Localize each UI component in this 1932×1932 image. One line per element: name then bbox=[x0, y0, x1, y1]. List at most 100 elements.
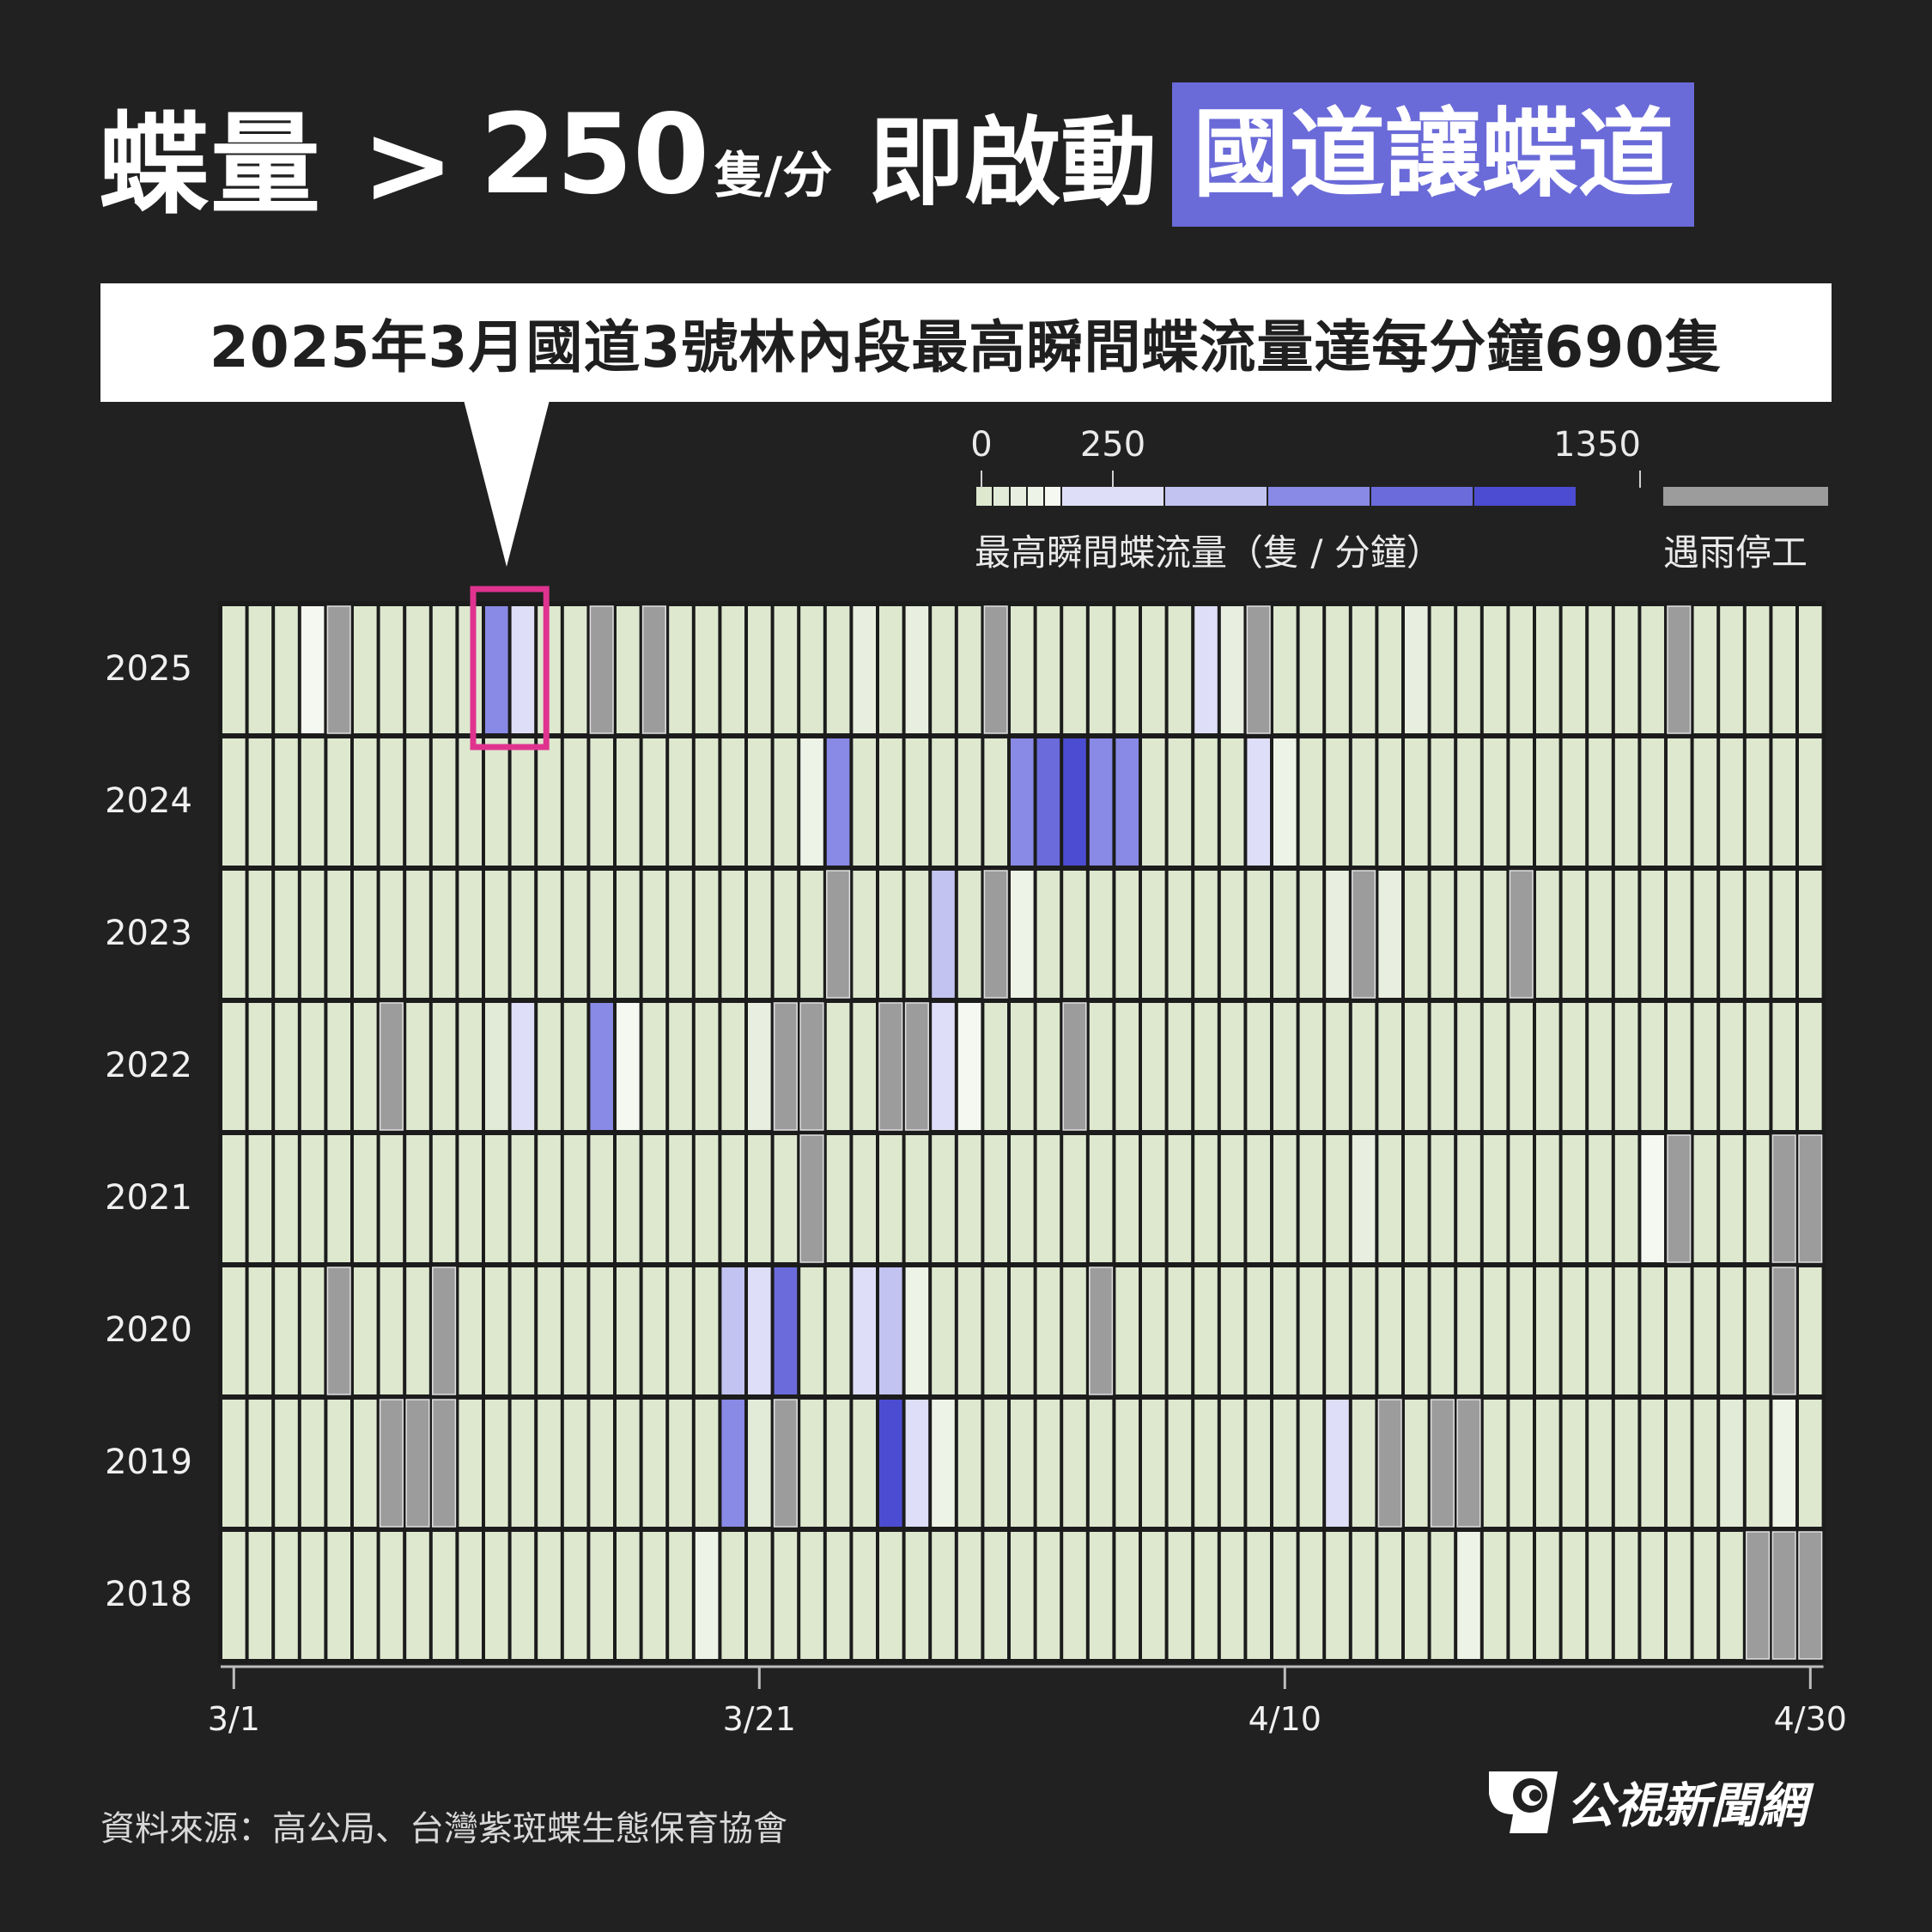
legend-swatch bbox=[993, 487, 1009, 506]
heatmap-cell bbox=[406, 1532, 429, 1659]
heatmap-cell bbox=[1352, 1532, 1376, 1659]
heatmap-cell bbox=[1668, 871, 1691, 998]
heatmap-cell bbox=[905, 738, 929, 866]
heatmap-cell bbox=[222, 606, 246, 733]
heatmap-cell bbox=[1405, 1267, 1428, 1394]
heatmap-cell bbox=[1510, 1400, 1533, 1527]
heatmap-cell bbox=[1326, 1135, 1349, 1262]
heatmap-cell bbox=[1299, 871, 1323, 998]
legend-swatch bbox=[1028, 487, 1043, 506]
heatmap-cell bbox=[669, 871, 692, 998]
brand-logo: 公視新聞網 bbox=[1484, 1767, 1807, 1837]
y-tick-label: 2020 bbox=[105, 1310, 192, 1350]
x-tick-label: 4/30 bbox=[1773, 1700, 1847, 1738]
heatmap-cell bbox=[748, 1400, 771, 1527]
legend-swatch bbox=[1045, 487, 1060, 506]
heatmap-cell bbox=[1746, 1267, 1770, 1394]
heatmap-cell bbox=[1746, 738, 1770, 866]
heatmap-cell bbox=[380, 1267, 404, 1394]
heatmap-cell bbox=[1326, 871, 1349, 998]
heatmap-cell bbox=[485, 1003, 508, 1130]
heatmap-cell bbox=[1431, 606, 1455, 733]
heatmap-cell bbox=[248, 738, 272, 866]
heatmap-cell bbox=[354, 1532, 377, 1659]
heatmap-cell bbox=[248, 606, 272, 733]
heatmap-cell bbox=[1799, 1003, 1822, 1130]
heatmap-cell bbox=[1641, 738, 1664, 866]
heatmap-cell bbox=[1089, 1267, 1114, 1395]
heatmap-cell bbox=[511, 606, 535, 733]
heatmap-cell bbox=[1798, 1134, 1823, 1263]
heatmap-cell bbox=[669, 1003, 692, 1130]
heatmap-cell bbox=[1720, 1003, 1743, 1130]
heatmap-cell bbox=[800, 606, 823, 733]
heatmap-cell bbox=[1352, 738, 1376, 866]
heatmap-cell bbox=[1693, 1267, 1717, 1394]
heatmap-cell bbox=[957, 1267, 981, 1394]
heatmap-cell bbox=[1456, 1399, 1481, 1528]
heatmap-cell bbox=[406, 1003, 429, 1130]
heatmap-cell bbox=[1536, 1135, 1559, 1262]
heatmap-cell bbox=[327, 1532, 350, 1659]
heatmap-cell bbox=[432, 1399, 457, 1528]
heatmap-cell bbox=[1220, 1135, 1244, 1262]
heatmap-cell bbox=[1772, 738, 1795, 866]
heatmap-cell bbox=[695, 1267, 719, 1394]
heatmap-cell bbox=[275, 1135, 298, 1262]
heatmap-cell bbox=[1720, 871, 1743, 998]
heatmap-cell bbox=[301, 1135, 325, 1262]
heatmap-cell bbox=[853, 871, 876, 998]
heatmap-cell bbox=[1194, 1135, 1218, 1262]
heatmap-cell bbox=[485, 871, 508, 998]
heatmap-cell bbox=[957, 1003, 981, 1130]
heatmap-cell bbox=[773, 1002, 798, 1131]
heatmap-cell bbox=[826, 1267, 850, 1394]
heatmap-cell bbox=[1457, 738, 1480, 866]
heatmap-cell bbox=[617, 1400, 640, 1527]
legend-tick-250: 250 bbox=[1079, 425, 1146, 465]
heatmap-cell bbox=[1405, 1135, 1428, 1262]
heatmap-cell bbox=[1457, 871, 1480, 998]
heatmap-cell bbox=[1457, 1532, 1480, 1659]
heatmap-cell bbox=[1693, 1003, 1717, 1130]
heatmap-cell bbox=[1483, 738, 1507, 866]
heatmap-cell bbox=[617, 738, 640, 866]
heatmap-cell bbox=[1772, 871, 1795, 998]
heatmap-cell bbox=[1378, 1003, 1401, 1130]
heatmap-cell bbox=[1536, 606, 1559, 733]
heatmap-cell bbox=[563, 606, 587, 733]
heatmap-cell bbox=[853, 1532, 876, 1659]
heatmap-cell bbox=[485, 606, 508, 733]
y-tick-label: 2019 bbox=[105, 1443, 192, 1482]
heatmap-cell bbox=[1798, 1531, 1823, 1660]
heatmap-cell bbox=[983, 870, 1008, 999]
heatmap-cell bbox=[511, 1135, 535, 1262]
source-note: 資料來源：高公局、台灣紫斑蝶生態保育協會 bbox=[100, 1809, 787, 1849]
heatmap-cell bbox=[1273, 1532, 1297, 1659]
heatmap-cell bbox=[1089, 1003, 1113, 1130]
heatmap-cell bbox=[1194, 1532, 1218, 1659]
heatmap-cell bbox=[774, 738, 798, 866]
heatmap-cell bbox=[1641, 1003, 1664, 1130]
heatmap-cell bbox=[879, 738, 902, 866]
heatmap-cell bbox=[1641, 871, 1664, 998]
heatmap-cell bbox=[459, 871, 482, 998]
heatmap-cell bbox=[1405, 1003, 1428, 1130]
heatmap-cell bbox=[1693, 606, 1717, 733]
heatmap-cell bbox=[617, 1532, 640, 1659]
heatmap-cell bbox=[1483, 1532, 1507, 1659]
heatmap-cell bbox=[563, 738, 587, 866]
heatmap-cell bbox=[1168, 738, 1192, 866]
heatmap-cell bbox=[405, 1399, 430, 1528]
heatmap-cell bbox=[459, 1532, 482, 1659]
heatmap-cell bbox=[1246, 605, 1271, 734]
heatmap-cell bbox=[326, 605, 351, 734]
heatmap-cell bbox=[669, 1135, 692, 1262]
heatmap-cell bbox=[1405, 871, 1428, 998]
legend-swatch bbox=[1371, 487, 1473, 506]
heatmap-cell bbox=[1457, 1135, 1480, 1262]
heatmap-cell bbox=[1352, 1400, 1376, 1527]
heatmap-cell bbox=[1115, 1135, 1139, 1262]
heatmap-cell bbox=[1299, 1003, 1323, 1130]
